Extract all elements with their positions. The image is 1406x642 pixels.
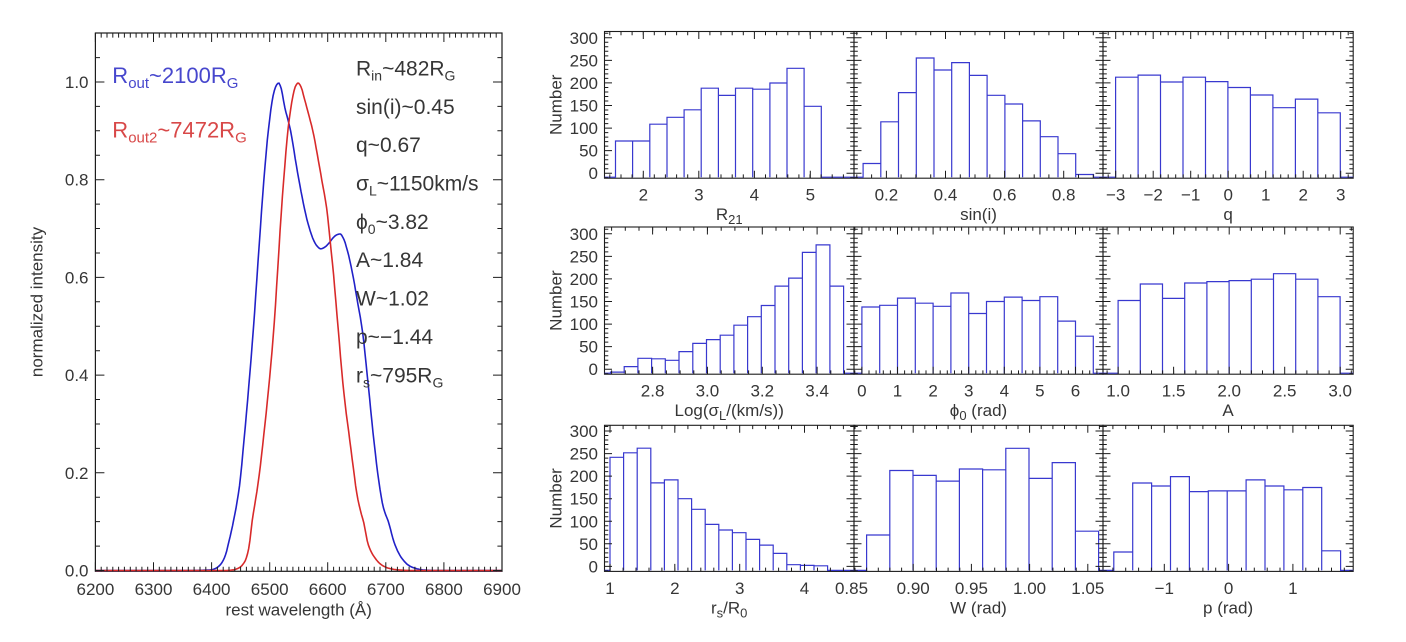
svg-text:6200: 6200: [76, 580, 114, 599]
svg-text:3: 3: [735, 579, 744, 598]
svg-text:2: 2: [639, 186, 648, 205]
svg-text:5: 5: [1035, 382, 1044, 401]
svg-text:150: 150: [570, 97, 598, 116]
svg-text:1: 1: [893, 382, 902, 401]
svg-text:rest wavelength (Å): rest wavelength (Å): [225, 600, 371, 619]
svg-text:3.0: 3.0: [1328, 382, 1352, 401]
svg-text:4: 4: [1000, 382, 1009, 401]
svg-text:1.05: 1.05: [1071, 579, 1104, 598]
svg-text:200: 200: [570, 467, 598, 486]
svg-text:2.0: 2.0: [1217, 382, 1241, 401]
svg-text:2.8: 2.8: [641, 382, 665, 401]
svg-text:100: 100: [570, 119, 598, 138]
svg-text:A~1.84: A~1.84: [356, 249, 423, 272]
svg-text:6700: 6700: [367, 580, 405, 599]
svg-text:normalized intensity: normalized intensity: [28, 226, 47, 377]
svg-text:200: 200: [570, 270, 598, 289]
svg-text:50: 50: [579, 535, 598, 554]
svg-text:3: 3: [964, 382, 973, 401]
svg-text:100: 100: [570, 512, 598, 531]
svg-text:6500: 6500: [251, 580, 289, 599]
svg-text:250: 250: [570, 445, 598, 464]
svg-text:6600: 6600: [309, 580, 347, 599]
svg-text:p~−1.44: p~−1.44: [356, 326, 433, 349]
svg-text:0.2: 0.2: [65, 464, 89, 483]
svg-text:3.2: 3.2: [750, 382, 774, 401]
svg-text:0: 0: [1224, 579, 1233, 598]
svg-text:−2: −2: [1144, 186, 1163, 205]
svg-text:0: 0: [589, 164, 598, 183]
svg-text:250: 250: [570, 247, 598, 266]
svg-text:0.85: 0.85: [835, 579, 868, 598]
svg-text:1.00: 1.00: [1013, 579, 1046, 598]
svg-text:1: 1: [1261, 186, 1270, 205]
svg-text:ϕ0~3.82: ϕ0~3.82: [356, 211, 429, 237]
svg-text:1: 1: [605, 579, 614, 598]
svg-text:6: 6: [1071, 382, 1080, 401]
svg-text:1: 1: [1288, 579, 1297, 598]
svg-text:p (rad): p (rad): [1203, 598, 1253, 617]
svg-text:6800: 6800: [425, 580, 463, 599]
svg-text:Number: Number: [547, 74, 566, 135]
svg-text:ϕ0 (rad): ϕ0 (rad): [950, 401, 1007, 423]
svg-text:250: 250: [570, 51, 598, 70]
svg-text:−3: −3: [1106, 186, 1125, 205]
svg-text:sin(i)~0.45: sin(i)~0.45: [356, 96, 455, 119]
svg-text:50: 50: [579, 142, 598, 161]
svg-text:2.5: 2.5: [1273, 382, 1297, 401]
svg-text:−1: −1: [1155, 579, 1174, 598]
svg-text:3.0: 3.0: [696, 382, 720, 401]
svg-text:2: 2: [670, 579, 679, 598]
svg-text:Number: Number: [547, 468, 566, 529]
svg-text:0.6: 0.6: [993, 186, 1017, 205]
svg-text:A: A: [1222, 401, 1234, 420]
svg-text:q: q: [1223, 205, 1232, 224]
svg-text:0.2: 0.2: [875, 186, 899, 205]
svg-text:50: 50: [579, 338, 598, 357]
svg-text:3.4: 3.4: [805, 382, 829, 401]
svg-text:0.8: 0.8: [1052, 186, 1076, 205]
svg-text:0: 0: [1223, 186, 1232, 205]
svg-text:0: 0: [589, 557, 598, 576]
svg-text:0.6: 0.6: [65, 268, 89, 287]
svg-text:200: 200: [570, 74, 598, 93]
svg-text:4: 4: [750, 186, 759, 205]
svg-text:0.90: 0.90: [897, 579, 930, 598]
svg-text:0.0: 0.0: [65, 562, 89, 581]
svg-text:1.0: 1.0: [1106, 382, 1130, 401]
svg-text:150: 150: [570, 490, 598, 509]
svg-text:Log(σL/(km/s)): Log(σL/(km/s)): [675, 401, 784, 423]
svg-text:150: 150: [570, 293, 598, 312]
svg-text:W (rad): W (rad): [950, 598, 1007, 617]
svg-text:−1: −1: [1181, 186, 1200, 205]
svg-text:0.4: 0.4: [934, 186, 958, 205]
svg-text:σL~1150km/s: σL~1150km/s: [356, 173, 479, 199]
svg-text:100: 100: [570, 315, 598, 334]
svg-text:1.5: 1.5: [1162, 382, 1186, 401]
svg-text:6900: 6900: [483, 580, 521, 599]
svg-text:2: 2: [1298, 186, 1307, 205]
svg-text:Rin~482RG: Rin~482RG: [356, 58, 455, 84]
svg-text:W~1.02: W~1.02: [356, 288, 429, 311]
svg-text:4: 4: [800, 579, 809, 598]
svg-text:300: 300: [570, 422, 598, 441]
svg-text:0: 0: [857, 382, 866, 401]
svg-text:0.95: 0.95: [955, 579, 988, 598]
svg-text:6300: 6300: [135, 580, 173, 599]
svg-text:2: 2: [928, 382, 937, 401]
svg-text:q~0.67: q~0.67: [356, 134, 421, 157]
svg-text:1.0: 1.0: [65, 73, 89, 92]
svg-text:sin(i): sin(i): [960, 205, 997, 224]
svg-text:0.4: 0.4: [65, 366, 89, 385]
svg-text:3: 3: [694, 186, 703, 205]
svg-text:0: 0: [589, 360, 598, 379]
svg-text:rs~795RG: rs~795RG: [356, 364, 443, 390]
svg-text:5: 5: [806, 186, 815, 205]
svg-text:0.8: 0.8: [65, 171, 89, 190]
svg-text:300: 300: [570, 225, 598, 244]
svg-text:300: 300: [570, 29, 598, 48]
svg-text:6400: 6400: [193, 580, 231, 599]
svg-text:3: 3: [1336, 186, 1345, 205]
svg-text:Number: Number: [547, 270, 566, 331]
